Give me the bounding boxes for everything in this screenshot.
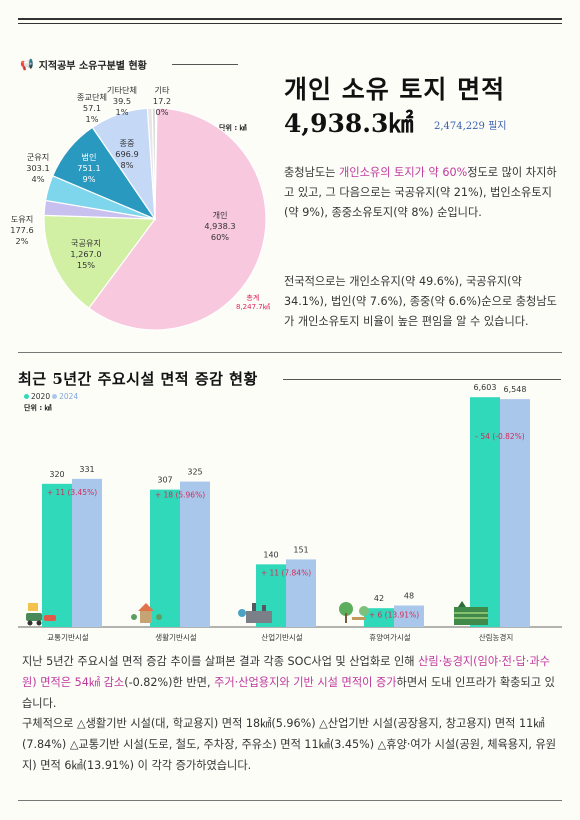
bar-2020-4 [470,397,500,627]
bar-section-title: 최근 5년간 주요시설 면적 증감 현황 [18,370,258,388]
traffic-icon [26,603,56,626]
bt1-e: 하면서 도내 인프라가 확충되고 있습니다. [22,676,555,710]
bottom-paragraph-2: 구체적으로 △생활기반 시설(대, 학교용지) 면적 18㎢(5.96%) △산… [22,717,557,772]
bar-change-0: + 11 (3.45%) [47,488,97,497]
bt1-b: 산림·농경지(임야·전·답·과수원) 면적은 54㎢ 감소 [22,655,550,689]
legend-2024-label: 2024 [59,392,79,401]
legend-2020-label: 2020 [31,392,51,401]
forest-farm-icon [454,601,488,625]
top-rule [18,18,562,20]
bar-2020-3 [364,608,394,627]
pie-total-label: 총계 [246,294,260,302]
pie-total-value: 8,247.7㎢ [236,303,270,312]
bar-category-3: 휴양여가시설 [369,632,410,642]
legend-2024: 2024 [52,392,78,401]
bottom-rule [18,800,562,801]
pie-label-5: 종중 696.9 8% [115,138,138,170]
pie-label-3: 군유지 303.1 4% [26,152,49,184]
bar-category-4: 산림농경지 [479,632,514,642]
headline-parcels: 2,474,229 필지 [434,121,507,132]
section-divider [18,352,562,353]
bar-value-2024-2: 151 [293,545,308,554]
bar-2024-0 [72,478,102,627]
legend-2020: 2020 [24,392,50,401]
leisure-icon [339,602,369,623]
para1-pre: 충청남도는 [284,166,340,179]
pie-label-2: 도유지 177.6 2% [10,214,33,246]
pie-label-6: 종교단체 57.1 1% [77,92,107,124]
summary-paragraph-1: 충청남도는 개인소유의 토지가 약 60%정도로 많이 차지하고 있고, 그 다… [284,163,559,223]
bar-change-4: - 54 (-0.82%) [475,432,524,441]
headline-area: 4,938.3㎢ [284,109,414,138]
top-rule-thin [18,23,562,24]
bar-2024-2 [286,559,316,627]
bar-value-2024-3: 48 [404,592,414,601]
pie-unit-label: 단위 : ㎢ [219,124,247,132]
para1-post: 정도로 많이 차지하고 있고, 그 다음으로는 국공유지(약 21%), 법인소… [284,166,557,219]
bar-value-2024-0: 331 [79,465,94,474]
bar-value-2024-1: 325 [187,468,202,477]
pie-slice-0 [88,107,267,331]
pie-slice-1 [43,214,157,309]
bar-2024-4 [500,399,530,627]
bar-legend: 2020 2024 [24,392,78,401]
bar-chart: 320 331 + 11 (3.45%) 교통기반시설 307 325 + 18 (5.96… [18,383,562,642]
bar-category-0: 교통기반시설 [47,633,88,642]
pie-label-7: 기타단체 39.5 1% [107,85,137,117]
bt1-c: (-0.82%)한 반면, [124,676,215,689]
pie-label-8: 기타 17.2 0% [153,85,171,117]
pie-label-0: 개인 4,938.3 60% [204,210,235,242]
para1-highlight: 개인소유의 토지가 약 60% [339,166,468,179]
bar-value-2020-3: 42 [374,594,384,603]
bar-title-underline [283,379,561,380]
headline-title: 개인 소유 토지 면적 [284,75,506,104]
bar-change-1: + 18 (5.96%) [155,491,205,500]
bt1-d: 주거·산업용지와 기반 시설 면적이 증가 [214,676,397,689]
bar-change-2: + 11 (7.84%) [261,568,311,577]
bar-change-3: + 6 (13.91%) [369,611,419,620]
bottom-paragraph-1: 지난 5년간 주요시설 면적 증감 추이를 살펴본 결과 각종 SOC사업 및 … [22,651,562,714]
pie-label-1: 국공유지 1,267.0 15% [70,238,101,270]
pie-chart: 개인 4,938.3 60% 국공유지 1,267.0 15% 도유지 177.6 2% 군유지 3… [10,85,267,331]
pie-title-underline [172,64,238,65]
pie-section-title: 📢 지적공부 소유구분별 현황 [20,57,147,72]
pie-total: 총계 8,247.7㎢ [236,294,270,313]
bar-value-2020-1: 307 [157,476,172,485]
bar-2020-1 [150,489,180,627]
pie-slice-7 [151,107,157,220]
bar-value-2020-2: 140 [263,550,278,559]
bar-2020-0 [42,483,72,627]
bar-2024-3 [394,605,424,627]
bar-category-1: 생활기반시설 [155,632,196,642]
pie-title-text: 지적공부 소유구분별 현황 [38,61,147,72]
bar-value-2020-4: 6,603 [474,383,497,392]
pie-label-4: 법인 751.1 9% [77,152,100,184]
living-icon [131,603,162,623]
megaphone-icon: 📢 [20,58,34,71]
bar-value-2020-0: 320 [49,470,64,479]
bar-category-2: 산업기반시설 [261,632,302,642]
industry-icon [238,603,272,623]
bar-2024-1 [180,481,210,627]
bar-value-2024-4: 6,548 [504,385,527,394]
summary-paragraph-2: 전국적으로는 개인소유지(약 49.6%), 국공유지(약 34.1%), 법인… [284,275,557,328]
bt1-a: 지난 5년간 주요시설 면적 증감 추이를 살펴본 결과 각종 SOC사업 및 … [22,655,419,668]
bar-unit-label: 단위 : ㎢ [24,404,52,412]
